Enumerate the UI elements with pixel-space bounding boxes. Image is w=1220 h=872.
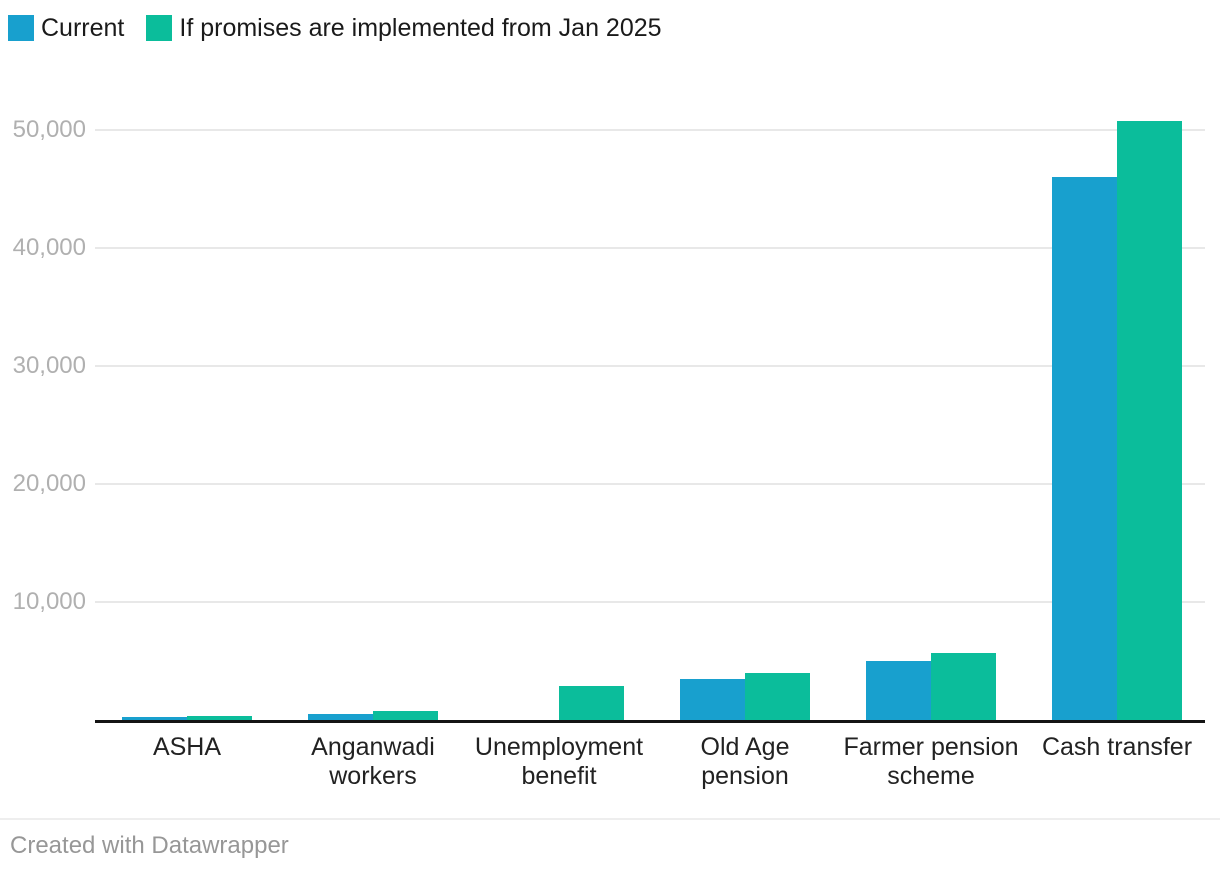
footer-divider [0, 818, 1220, 820]
x-axis-label-line: benefit [521, 762, 597, 790]
legend-label-promised: If promises are implemented from Jan 202… [179, 14, 662, 42]
bar-promised-cash-transfer[interactable] [1117, 121, 1182, 720]
gridline-50000 [95, 129, 1205, 131]
y-axis-tick-label: 20,000 [12, 470, 86, 497]
x-axis-label-line: Anganwadi [311, 733, 435, 761]
legend-item-current: Current [8, 13, 124, 43]
datawrapper-credit: Created with Datawrapper [10, 832, 289, 859]
y-axis-tick-label: 40,000 [12, 234, 86, 261]
bar-current-anganwadi-workers[interactable] [308, 714, 373, 720]
x-axis-label-line: Old Age [700, 733, 790, 761]
legend-label-current: Current [41, 14, 125, 42]
x-axis-label-old-age-pension: Old Age pension [645, 733, 845, 791]
x-axis-label-anganwadi-workers: Anganwadi workers [273, 733, 473, 791]
x-axis-label-line: ASHA [152, 733, 222, 761]
y-axis-tick-label: 30,000 [12, 352, 86, 379]
x-axis-label-cash-transfer: Cash transfer [1017, 733, 1217, 762]
x-axis-label-line: workers [329, 762, 417, 790]
x-axis-label-farmer-pension-scheme: Farmer pension scheme [831, 733, 1031, 791]
bar-promised-farmer-pension-scheme[interactable] [931, 653, 996, 720]
legend-item-promised: If promises are implemented from Jan 202… [146, 13, 662, 43]
bar-current-old-age-pension[interactable] [680, 679, 745, 720]
legend-swatch-promised [146, 15, 173, 41]
x-axis-label-line: Cash transfer [1041, 733, 1193, 761]
x-axis-label-unemployment-benefit: Unemployment benefit [459, 733, 659, 791]
x-axis-label-line: pension [701, 762, 789, 790]
bar-current-asha[interactable] [122, 717, 187, 720]
bar-promised-unemployment-benefit[interactable] [559, 686, 624, 720]
bar-current-cash-transfer[interactable] [1052, 177, 1117, 720]
gridline-10000 [95, 601, 1205, 603]
x-axis-label-line: Farmer pension [843, 733, 1019, 761]
bar-current-farmer-pension-scheme[interactable] [866, 661, 931, 720]
gridline-20000 [95, 483, 1205, 485]
legend-swatch-current [8, 15, 34, 41]
x-axis-label-line: scheme [887, 762, 975, 790]
bar-promised-anganwadi-workers[interactable] [373, 711, 438, 720]
bar-promised-old-age-pension[interactable] [745, 673, 810, 720]
legend: Current If promises are implemented from… [8, 13, 662, 43]
y-axis-tick-label: 10,000 [12, 588, 86, 615]
x-axis-baseline [95, 720, 1205, 723]
gridline-40000 [95, 247, 1205, 249]
bar-promised-asha[interactable] [187, 716, 252, 720]
y-axis-tick-label: 50,000 [12, 116, 86, 143]
x-axis-label-asha: ASHA [87, 733, 287, 762]
gridline-30000 [95, 365, 1205, 367]
x-axis-label-line: Unemployment [474, 733, 644, 761]
